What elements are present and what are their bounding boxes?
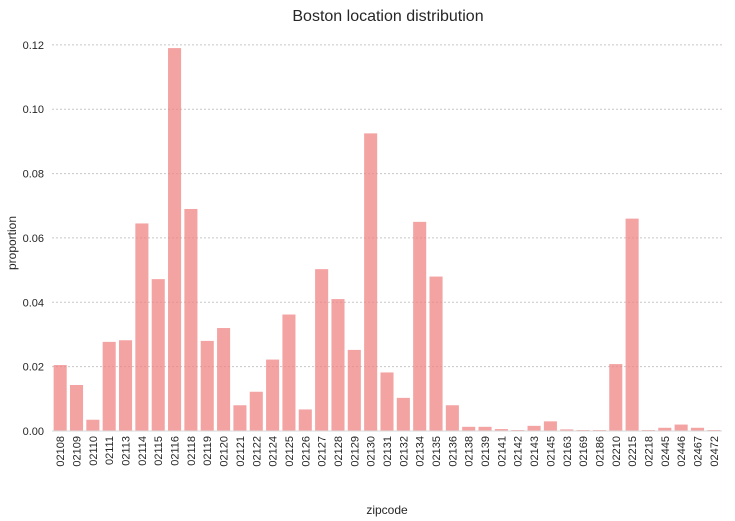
x-tick-label-02115: 02115 [153, 436, 165, 466]
bar-02445 [658, 427, 672, 431]
x-tick-label-02215: 02215 [627, 436, 639, 467]
bar-02116 [168, 48, 182, 431]
y-tick-label: 0.10 [23, 104, 44, 116]
bar-02136 [445, 405, 459, 431]
bar-02131 [380, 372, 394, 431]
bar-02118 [184, 208, 198, 431]
bar-02113 [119, 340, 133, 431]
bar-02139 [478, 426, 492, 431]
x-axis-label: zipcode [366, 503, 408, 517]
bar-02143 [527, 425, 541, 431]
bar-02163 [560, 429, 574, 431]
bar-02120 [217, 328, 231, 431]
x-tick-label-02472: 02472 [709, 436, 721, 467]
bar-02115 [151, 279, 165, 431]
bar-02111 [102, 341, 116, 431]
x-tick-label-02186: 02186 [594, 436, 606, 467]
bar-02108 [53, 365, 67, 431]
bar-02134 [413, 221, 427, 431]
bar-02129 [347, 349, 361, 431]
x-tick-label-02130: 02130 [366, 436, 378, 467]
bar-02446 [674, 424, 688, 431]
x-tick-label-02122: 02122 [251, 436, 263, 467]
bar-02467 [690, 427, 705, 431]
x-tick-label-02111: 02111 [104, 436, 116, 465]
x-tick-label-02109: 02109 [72, 436, 84, 467]
x-tick-label-02131: 02131 [382, 436, 394, 467]
bar-02121 [233, 405, 247, 431]
x-tick-label-02218: 02218 [643, 436, 655, 467]
y-tick-label: 0.00 [23, 426, 44, 438]
x-tick-label-02445: 02445 [660, 436, 672, 467]
x-tick-label-02126: 02126 [300, 436, 312, 467]
chart-title: Boston location distribution [292, 8, 483, 25]
x-tick-label-02110: 02110 [88, 436, 100, 466]
x-tick-label-02142: 02142 [513, 436, 525, 467]
bar-02141 [494, 429, 508, 431]
x-tick-label-02114: 02114 [137, 436, 149, 466]
bar-02122 [249, 391, 263, 431]
x-tick-label-02163: 02163 [562, 436, 574, 467]
y-tick-label: 0.12 [23, 40, 44, 52]
y-tick-labels: 0.00 0.02 0.04 0.06 0.08 0.10 0.12 [23, 40, 44, 438]
y-tick-label: 0.04 [23, 297, 44, 309]
bar-02128 [331, 299, 345, 431]
x-tick-label-02145: 02145 [545, 436, 557, 467]
x-tick-label-02121: 02121 [235, 436, 247, 467]
bar-02126 [298, 409, 312, 431]
x-tick-label-02141: 02141 [496, 436, 508, 467]
bar-02119 [200, 340, 214, 431]
x-tick-label-02136: 02136 [447, 436, 459, 467]
bar-02132 [396, 397, 410, 431]
bar-02125 [282, 314, 296, 431]
bar-02109 [69, 384, 84, 431]
bar-02145 [543, 421, 557, 431]
bar-02114 [135, 223, 149, 431]
x-tick-label-02135: 02135 [431, 436, 443, 467]
bar-02127 [315, 269, 329, 431]
x-tick-labels: 02108 02109 02110 02111 02113 02114 02115 02116… [55, 436, 721, 467]
bars [53, 48, 721, 431]
x-tick-label-02127: 02127 [317, 436, 329, 467]
x-tick-label-02119: 02119 [202, 436, 214, 466]
x-tick-label-02143: 02143 [529, 436, 541, 467]
x-tick-label-02125: 02125 [284, 436, 296, 467]
bar-02130 [364, 133, 378, 431]
y-tick-label: 0.08 [23, 169, 44, 181]
x-tick-label-02120: 02120 [219, 436, 231, 467]
x-tick-label-02139: 02139 [480, 436, 492, 467]
x-tick-label-02132: 02132 [398, 436, 410, 467]
x-tick-label-02134: 02134 [415, 436, 427, 467]
bar-02215 [625, 218, 639, 431]
x-tick-label-02210: 02210 [611, 436, 623, 467]
y-tick-label: 0.02 [23, 362, 44, 374]
x-tick-label-02113: 02113 [121, 436, 133, 466]
bar-02210 [609, 364, 623, 431]
x-tick-label-02169: 02169 [578, 436, 590, 467]
bar-02135 [429, 276, 443, 431]
x-tick-label-02118: 02118 [186, 436, 198, 466]
bar-02138 [462, 426, 476, 431]
x-tick-label-02446: 02446 [676, 436, 688, 467]
x-tick-label-02124: 02124 [268, 436, 280, 467]
x-tick-label-02108: 02108 [55, 436, 67, 467]
x-tick-label-02128: 02128 [333, 436, 345, 467]
y-axis-label: proportion [5, 216, 19, 270]
x-tick-label-02138: 02138 [464, 436, 476, 467]
bar-02110 [86, 419, 100, 431]
x-tick-label-02129: 02129 [349, 436, 361, 467]
x-tick-label-02116: 02116 [170, 436, 182, 466]
bar-02124 [266, 359, 280, 431]
y-tick-label: 0.06 [23, 233, 44, 245]
x-tick-label-02467: 02467 [692, 436, 704, 467]
